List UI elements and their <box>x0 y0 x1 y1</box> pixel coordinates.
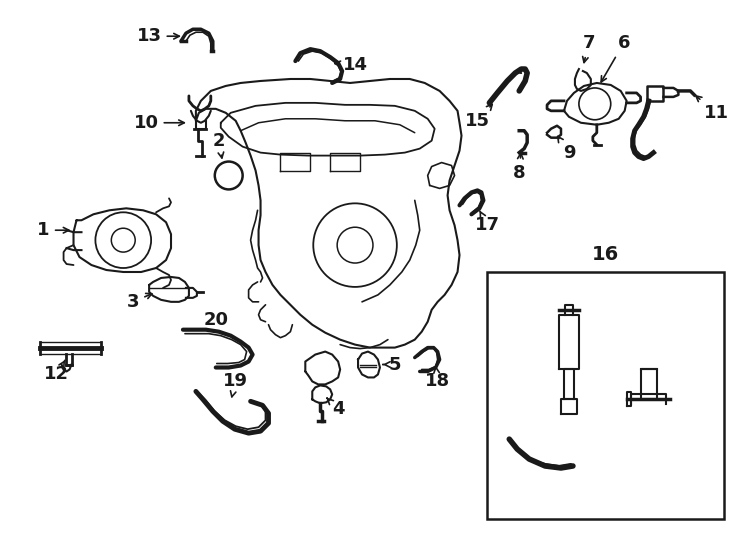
Text: 19: 19 <box>223 373 248 397</box>
Text: 2: 2 <box>213 132 225 158</box>
Text: 4: 4 <box>327 398 344 419</box>
Text: 12: 12 <box>44 360 69 383</box>
Text: 7: 7 <box>583 34 595 63</box>
Text: 6: 6 <box>601 34 630 82</box>
Bar <box>487 272 724 519</box>
Text: 14: 14 <box>335 56 368 74</box>
Text: 9: 9 <box>558 137 575 161</box>
Text: 18: 18 <box>425 367 450 390</box>
Text: 17: 17 <box>475 211 500 234</box>
Text: 5: 5 <box>383 355 401 374</box>
Text: 13: 13 <box>137 27 179 45</box>
Text: 8: 8 <box>513 153 526 181</box>
Text: 16: 16 <box>592 245 619 264</box>
Text: 3: 3 <box>127 293 152 311</box>
Text: 20: 20 <box>203 310 228 329</box>
Text: 1: 1 <box>37 221 69 239</box>
Text: 11: 11 <box>696 96 729 122</box>
Text: 10: 10 <box>134 114 184 132</box>
Text: 15: 15 <box>465 104 493 130</box>
